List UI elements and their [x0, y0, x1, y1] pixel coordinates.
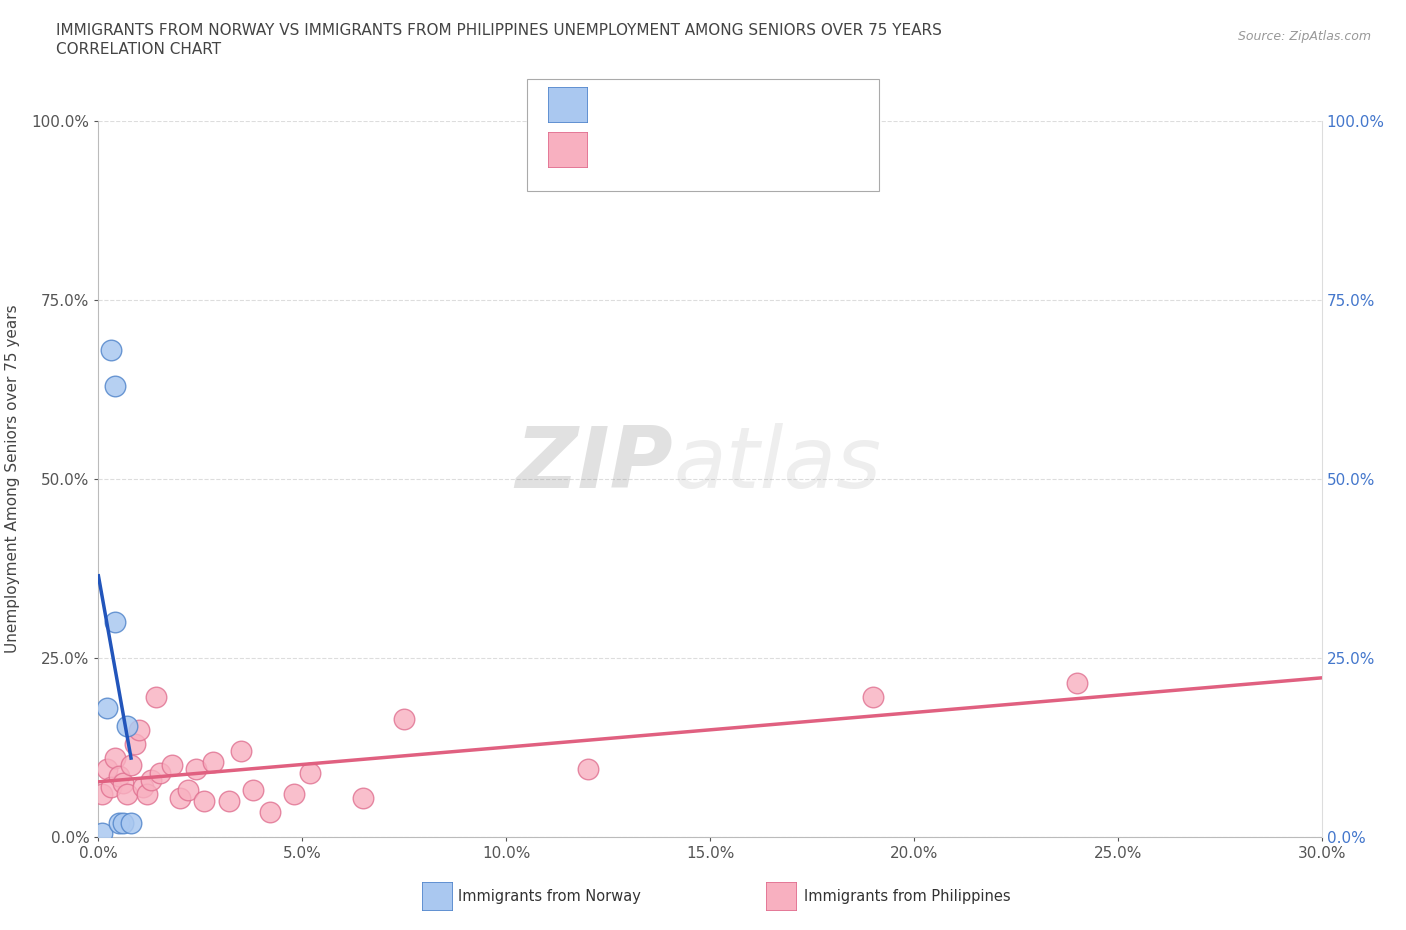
Point: [115, 787, 138, 802]
Text: Source: ZipAtlas.com: Source: ZipAtlas.com: [1237, 30, 1371, 43]
Point: [160, 758, 183, 773]
Point: [115, 719, 138, 734]
Point: [201, 754, 224, 769]
Point: [242, 783, 264, 798]
Point: [91, 787, 114, 802]
Text: R = 0.335   N = 32: R = 0.335 N = 32: [596, 141, 754, 159]
Point: [193, 794, 215, 809]
Point: [169, 790, 191, 805]
Point: [352, 790, 374, 805]
Point: [100, 342, 122, 357]
Point: [186, 762, 208, 777]
Point: [100, 779, 122, 794]
Point: [104, 379, 127, 393]
Point: [124, 737, 146, 751]
Point: [136, 787, 159, 802]
Text: Immigrants from Philippines: Immigrants from Philippines: [804, 889, 1011, 904]
Point: [111, 776, 134, 790]
Point: [392, 711, 416, 726]
Point: [149, 765, 172, 780]
Point: [91, 826, 114, 841]
Point: [299, 765, 322, 780]
Point: [104, 615, 127, 630]
Point: [1066, 675, 1088, 690]
Point: [862, 690, 884, 705]
Text: ZIP: ZIP: [516, 423, 673, 506]
Point: [145, 690, 167, 705]
Point: [132, 779, 155, 794]
Point: [111, 816, 134, 830]
Point: [283, 787, 305, 802]
Point: [108, 816, 131, 830]
Point: [120, 816, 142, 830]
Y-axis label: Unemployment Among Seniors over 75 years: Unemployment Among Seniors over 75 years: [6, 305, 20, 653]
Point: [96, 762, 118, 777]
Text: Immigrants from Norway: Immigrants from Norway: [458, 889, 641, 904]
Point: [177, 783, 200, 798]
Point: [120, 758, 142, 773]
Point: [218, 794, 240, 809]
Point: [259, 804, 281, 819]
Point: [128, 722, 150, 737]
Point: [104, 751, 127, 765]
Text: R = 0.749   N =  9: R = 0.749 N = 9: [596, 96, 748, 113]
Text: atlas: atlas: [673, 423, 882, 506]
Point: [576, 762, 599, 777]
Text: IMMIGRANTS FROM NORWAY VS IMMIGRANTS FROM PHILIPPINES UNEMPLOYMENT AMONG SENIORS: IMMIGRANTS FROM NORWAY VS IMMIGRANTS FRO…: [56, 23, 942, 38]
Point: [141, 772, 163, 787]
Point: [231, 744, 253, 759]
Text: CORRELATION CHART: CORRELATION CHART: [56, 42, 221, 57]
Point: [96, 700, 118, 715]
Point: [108, 769, 131, 784]
